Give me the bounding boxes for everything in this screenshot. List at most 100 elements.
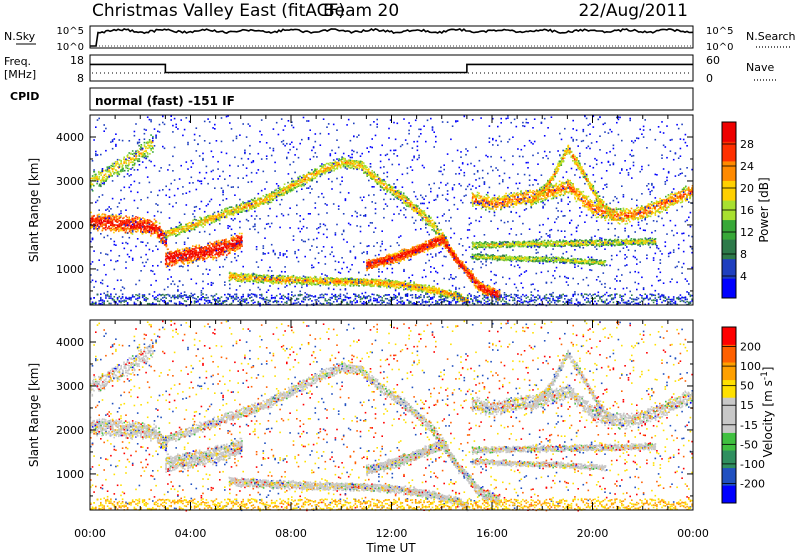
power-noise-cell xyxy=(187,141,189,144)
power-cell xyxy=(125,221,127,223)
power-noise-cell xyxy=(275,195,278,198)
power-noise-cell xyxy=(332,288,335,291)
power-cell xyxy=(169,253,171,256)
power-noise-cell xyxy=(344,167,347,169)
power-noise-cell xyxy=(113,243,116,246)
power-cell xyxy=(140,228,142,230)
power-cell xyxy=(185,227,188,230)
power-cell xyxy=(229,211,231,214)
power-cell xyxy=(222,251,224,253)
power-cell xyxy=(341,278,343,281)
power-cell xyxy=(240,203,242,205)
power-cell xyxy=(103,176,105,179)
power-cell xyxy=(122,170,124,172)
power-noise-cell xyxy=(289,299,291,302)
power-noise-cell xyxy=(229,295,231,298)
power-noise-cell xyxy=(230,234,233,237)
power-cell xyxy=(280,277,283,279)
power-cell xyxy=(156,228,159,230)
power-cell xyxy=(349,164,351,167)
power-noise-cell xyxy=(301,294,303,296)
power-noise-cell xyxy=(200,298,203,301)
power-cell xyxy=(136,226,139,228)
power-cell xyxy=(252,280,255,282)
power-noise-cell xyxy=(182,303,184,305)
power-cell xyxy=(212,220,214,223)
power-cell xyxy=(214,248,216,250)
power-cell xyxy=(294,281,296,283)
power-noise-cell xyxy=(287,293,290,296)
power-cell xyxy=(298,282,301,284)
power-cell xyxy=(206,257,208,260)
power-cell xyxy=(202,259,204,261)
power-cell xyxy=(267,194,269,196)
power-cell xyxy=(90,222,93,224)
power-cell xyxy=(165,236,167,239)
power-cell xyxy=(335,277,338,280)
power-noise-cell xyxy=(322,118,325,120)
power-cell xyxy=(218,254,221,256)
power-noise-cell xyxy=(321,173,323,175)
power-cell xyxy=(205,253,208,256)
power-noise-cell xyxy=(225,152,228,155)
power-noise-cell xyxy=(244,281,246,284)
power-noise-cell xyxy=(118,166,121,168)
power-cell xyxy=(146,231,149,233)
power-noise-cell xyxy=(125,297,127,300)
power-cell xyxy=(158,234,160,236)
power-noise-cell xyxy=(170,296,172,299)
power-cell xyxy=(237,280,239,282)
date-label: 22/Aug/2011 xyxy=(578,1,688,21)
power-noise-cell xyxy=(120,289,122,292)
power-cell xyxy=(99,179,102,182)
power-noise-cell xyxy=(197,258,199,260)
power-cell xyxy=(150,231,153,233)
power-cell xyxy=(215,246,218,248)
power-noise-cell xyxy=(115,301,117,304)
power-cell xyxy=(312,280,315,282)
power-noise-cell xyxy=(203,260,206,263)
power-noise-cell xyxy=(101,282,104,285)
power-cell xyxy=(138,158,141,160)
power-cell xyxy=(155,228,157,230)
power-noise-cell xyxy=(237,177,239,179)
power-cell xyxy=(232,276,234,279)
power-cell xyxy=(118,219,120,222)
power-noise-cell xyxy=(269,278,271,280)
power-cell xyxy=(275,188,277,191)
power-noise-cell xyxy=(227,243,229,245)
power-noise-cell xyxy=(291,281,293,284)
power-noise-cell xyxy=(118,255,121,257)
power-cell xyxy=(178,250,181,253)
power-cell xyxy=(130,232,132,235)
power-cell xyxy=(339,279,342,282)
power-cell xyxy=(195,222,198,225)
power-cell xyxy=(109,171,112,174)
power-cell xyxy=(153,222,156,224)
power-noise-cell xyxy=(178,221,181,224)
power-cell xyxy=(217,249,220,252)
power-cell xyxy=(326,170,328,172)
power-noise-cell xyxy=(135,294,137,296)
power-cell xyxy=(195,252,198,255)
power-cell xyxy=(108,170,110,173)
power-noise-cell xyxy=(220,296,223,298)
power-cell xyxy=(354,278,357,281)
power-noise-cell xyxy=(224,178,226,180)
power-cell xyxy=(279,281,282,284)
power-noise-cell xyxy=(172,294,174,297)
power-noise-cell xyxy=(177,128,179,130)
power-noise-cell xyxy=(294,294,296,297)
power-cell xyxy=(228,245,231,248)
power-noise-cell xyxy=(254,225,256,227)
power-noise-cell xyxy=(235,289,238,291)
power-cell xyxy=(275,279,278,282)
power-noise-cell xyxy=(146,242,149,244)
power-noise-cell xyxy=(346,296,348,299)
power-cell xyxy=(237,210,240,213)
power-cell xyxy=(197,255,199,257)
power-noise-cell xyxy=(275,300,278,302)
power-noise-cell xyxy=(140,302,142,304)
power-cell xyxy=(210,249,213,252)
power-cell xyxy=(299,185,301,187)
